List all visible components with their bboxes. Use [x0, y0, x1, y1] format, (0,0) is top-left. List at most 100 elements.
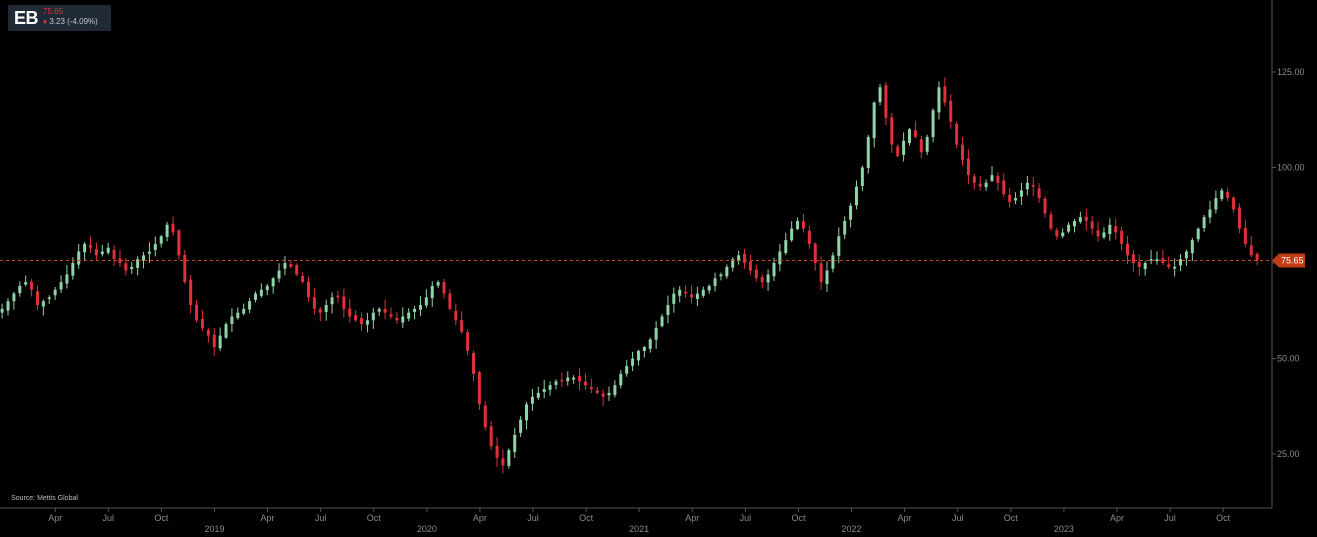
candle-body [24, 282, 28, 285]
candle-body [124, 263, 128, 271]
candle-body [301, 275, 305, 283]
candle-body [1173, 266, 1177, 269]
candle-body [424, 297, 428, 306]
candle-body [1220, 190, 1224, 200]
candle-body [554, 381, 558, 385]
candle-body [289, 264, 293, 267]
x-month-label: Apr [473, 513, 487, 523]
candle-body [849, 205, 853, 220]
candle-body [41, 301, 45, 307]
y-tick-label: 125.00 [1277, 67, 1305, 77]
candle-body [1120, 230, 1124, 244]
candle-body [418, 305, 422, 310]
ticker-badge[interactable]: EB 75.65 ♦ 3.23 (-4.09%) [8, 5, 111, 31]
candle-body [536, 392, 540, 398]
candle-body [1167, 264, 1171, 267]
candle-body [796, 220, 800, 230]
candle-body [631, 358, 635, 366]
candle-body [984, 182, 988, 188]
x-month-label: Jul [315, 513, 327, 523]
candle-body [654, 327, 658, 340]
candle-body [1137, 261, 1141, 267]
candle-body [177, 230, 181, 256]
candle-body [1061, 232, 1065, 237]
candle-body [672, 293, 676, 304]
candle-body [242, 308, 246, 314]
candle-body [118, 258, 122, 263]
candle-body [466, 332, 470, 351]
candle-body [460, 320, 464, 332]
candle-body [583, 381, 587, 386]
candle-body [1155, 259, 1159, 262]
candle-body [324, 305, 328, 312]
x-month-label: Jul [103, 513, 115, 523]
x-year-label: 2022 [842, 524, 862, 534]
candle-body [813, 243, 817, 263]
candle-body [71, 263, 75, 276]
candle-body [695, 293, 699, 300]
candle-body [684, 291, 688, 294]
candle-body [648, 339, 652, 349]
candle-body [348, 308, 352, 317]
candle-body [595, 390, 599, 393]
candle-body [30, 282, 34, 290]
candle-body [748, 261, 752, 271]
candle-body [831, 255, 835, 269]
candle-body [35, 291, 39, 306]
candle-body [778, 251, 782, 265]
candle-body [112, 249, 116, 260]
x-month-label: Apr [685, 513, 699, 523]
candle-body [990, 175, 994, 181]
candle-body [660, 316, 664, 327]
x-month-label: Oct [1004, 513, 1019, 523]
candle-body [1031, 184, 1035, 187]
candle-body [77, 251, 81, 265]
candle-body [890, 117, 894, 145]
candle-body [47, 297, 51, 300]
candle-body [801, 221, 805, 229]
last-price-tag-shape [1272, 253, 1305, 268]
candle-body [731, 259, 735, 268]
candle-body [454, 310, 458, 321]
candle-body [489, 426, 493, 447]
y-tick-label: 25.00 [1277, 449, 1300, 459]
candle-body [689, 294, 693, 298]
x-month-label: Oct [154, 513, 169, 523]
candle-body [896, 146, 900, 157]
candle-body [666, 305, 670, 315]
candle-body [719, 274, 723, 277]
candle-body [1067, 224, 1071, 232]
candle-body [1161, 258, 1165, 263]
candle-body [100, 251, 104, 255]
x-year-label: 2019 [204, 524, 224, 534]
candle-body [265, 285, 269, 291]
candle-body [854, 186, 858, 206]
candle-body [966, 158, 970, 176]
y-tick-label: 100.00 [1277, 163, 1305, 173]
candle-body [866, 136, 870, 169]
candle-body [277, 270, 281, 279]
candle-body [925, 136, 929, 152]
candle-body [607, 392, 611, 396]
candle-body [1084, 216, 1088, 221]
last-price-tag-label: 75.65 [1281, 256, 1304, 266]
candle-body [330, 297, 334, 305]
candle-body [1255, 253, 1259, 261]
x-month-label: Oct [579, 513, 594, 523]
price-change-value: 3.23 (-4.09%) [49, 17, 98, 26]
candle-body [483, 405, 487, 428]
x-month-label: Oct [791, 513, 806, 523]
candle-body [819, 263, 823, 283]
x-year-label: 2023 [1054, 524, 1074, 534]
candle-body [902, 140, 906, 155]
candle-body [1043, 198, 1047, 214]
candle-body [1208, 209, 1212, 218]
candle-body [1243, 227, 1247, 244]
candle-body [1226, 191, 1230, 199]
candle-body [430, 285, 434, 299]
candle-body [1143, 263, 1147, 270]
candle-body [825, 270, 829, 285]
candle-body [1114, 226, 1118, 233]
candle-body [978, 183, 982, 187]
